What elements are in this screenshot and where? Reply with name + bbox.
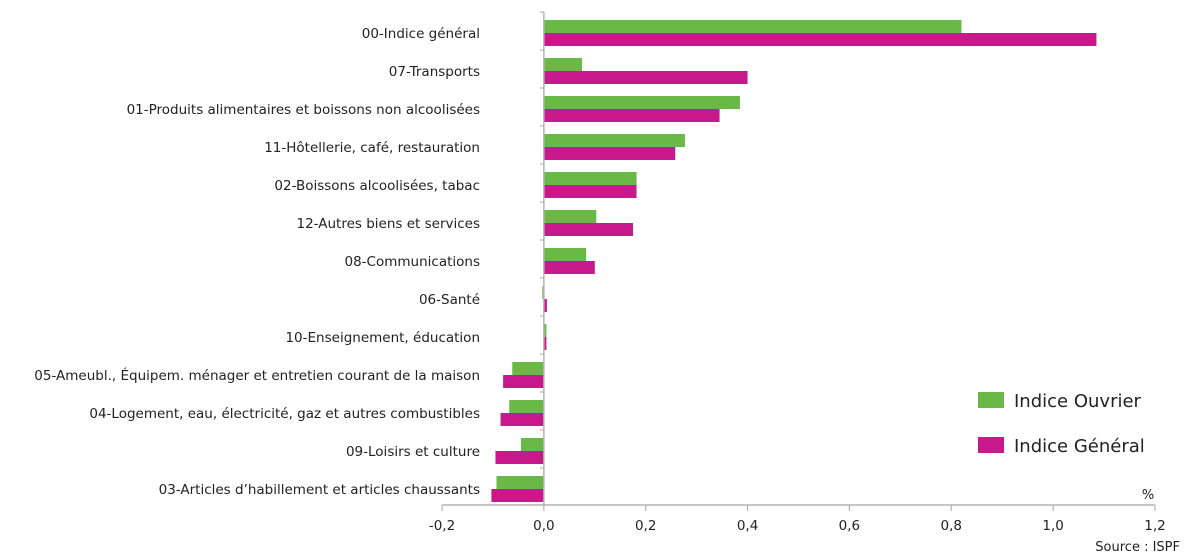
category-label-10: 04-Logement, eau, électricité, gaz et au… — [89, 406, 480, 422]
legend-label-1: Indice Général — [1014, 436, 1145, 457]
x-tick-label-7: 1,2 — [1144, 518, 1165, 534]
bar-indice-general-2 — [543, 109, 720, 122]
category-label-8: 10-Enseignement, éducation — [285, 330, 480, 346]
bar-indice-general-5 — [543, 223, 633, 236]
bar-indice-general-3 — [543, 147, 676, 160]
category-label-6: 08-Communications — [345, 254, 481, 270]
bar-indice-general-11 — [495, 451, 544, 464]
bar-indice-ouvrier-4 — [543, 172, 637, 185]
category-label-12: 03-Articles d’habillement et articles ch… — [159, 482, 480, 498]
category-labels: 00-Indice général 07-Transports 01-Produit… — [34, 26, 480, 498]
bar-indice-ouvrier-3 — [543, 134, 685, 147]
bar-indice-general-7 — [543, 299, 547, 312]
category-label-9: 05-Ameubl., Équipem. ménager et entretie… — [34, 367, 480, 384]
bar-indice-ouvrier-1 — [543, 58, 583, 71]
bar-indice-ouvrier-2 — [543, 96, 740, 109]
bar-indice-general-0 — [543, 33, 1097, 46]
legend-swatch-0 — [978, 392, 1004, 408]
category-label-1: 07-Transports — [389, 64, 480, 80]
category-label-11: 09-Loisirs et culture — [346, 444, 480, 460]
bar-indice-ouvrier-8 — [543, 324, 547, 337]
bar-indice-ouvrier-11 — [520, 438, 544, 451]
x-tick-label-4: 0,6 — [839, 518, 860, 534]
x-tick-label-5: 0,8 — [941, 518, 962, 534]
legend: Indice Ouvrier Indice Général — [978, 391, 1145, 457]
category-label-5: 12-Autres biens et services — [296, 216, 480, 232]
category-label-2: 01-Produits alimentaires et boissons non… — [127, 102, 480, 118]
bar-indice-general-8 — [543, 337, 547, 350]
axes-group — [441, 11, 1156, 511]
x-tick-label-1: 0,0 — [533, 518, 554, 534]
bar-indice-general-6 — [543, 261, 595, 274]
bar-indice-ouvrier-7 — [542, 286, 544, 299]
bar-indice-ouvrier-10 — [509, 400, 544, 413]
category-label-4: 02-Boissons alcoolisées, tabac — [274, 178, 480, 194]
bar-indice-ouvrier-0 — [543, 20, 962, 33]
x-tick-label-2: 0,2 — [635, 518, 656, 534]
bar-indice-general-9 — [503, 375, 544, 388]
bar-indice-general-12 — [491, 489, 544, 502]
legend-swatch-1 — [978, 437, 1004, 453]
category-label-0: 00-Indice général — [362, 26, 480, 42]
x-tick-label-0: -0,2 — [429, 518, 455, 534]
bar-indice-ouvrier-12 — [496, 476, 544, 489]
x-tick-label-6: 1,0 — [1042, 518, 1063, 534]
category-label-3: 11-Hôtellerie, café, restauration — [264, 140, 480, 156]
unit-label: % — [1142, 488, 1154, 503]
source-label: Source : ISPF — [1095, 540, 1180, 555]
category-label-7: 06-Santé — [419, 292, 480, 308]
bar-indice-ouvrier-6 — [543, 248, 587, 261]
x-tick-labels: -0,2 0,0 0,2 0,4 0,6 0,8 1,0 1,2 — [429, 518, 1166, 534]
x-tick-label-3: 0,4 — [737, 518, 758, 534]
bar-indice-general-4 — [543, 185, 637, 198]
bar-indice-general-10 — [500, 413, 544, 426]
bar-indice-general-1 — [543, 71, 748, 84]
bar-indice-ouvrier-5 — [543, 210, 597, 223]
bar-indice-ouvrier-9 — [512, 362, 544, 375]
legend-label-0: Indice Ouvrier — [1014, 391, 1142, 412]
bars-group — [491, 20, 1097, 502]
